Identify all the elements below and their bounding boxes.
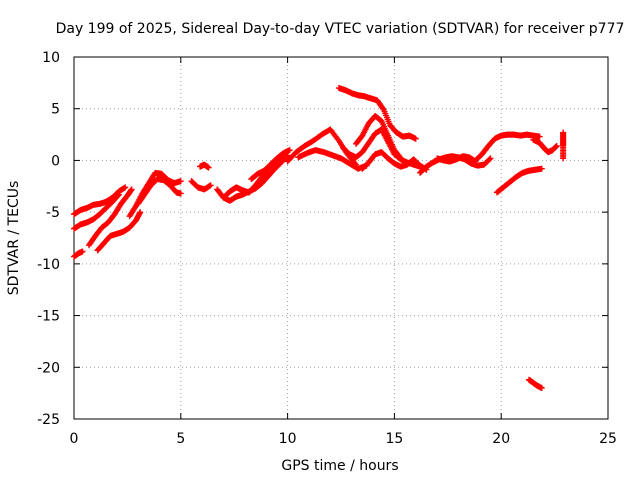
plot-frame bbox=[73, 56, 609, 420]
x-tick-label: 5 bbox=[176, 431, 185, 447]
data-point bbox=[553, 142, 560, 149]
data-point bbox=[286, 147, 293, 154]
y-tick-label: -15 bbox=[37, 309, 60, 325]
y-tick-label: -20 bbox=[37, 360, 60, 376]
x-tick-label: 25 bbox=[599, 431, 617, 447]
y-tick-label: -5 bbox=[46, 205, 60, 221]
data-point-trace bbox=[379, 105, 386, 112]
data-point bbox=[412, 135, 419, 142]
x-axis-label: GPS time / hours bbox=[281, 458, 398, 474]
data-point bbox=[79, 248, 86, 255]
data-points bbox=[71, 85, 567, 391]
data-point bbox=[122, 184, 129, 191]
x-tick-label: 20 bbox=[492, 431, 510, 447]
axis-ticks: 0 5 10 15 20 25 -25 -20 -15 -10 -5 0 5 10 bbox=[37, 50, 617, 447]
data-point bbox=[536, 133, 543, 140]
data-point bbox=[177, 178, 184, 185]
data-point-trace bbox=[115, 192, 122, 199]
x-tick-label: 10 bbox=[279, 431, 297, 447]
data-point bbox=[137, 209, 144, 216]
grid-lines bbox=[74, 57, 608, 419]
y-axis-label: SDTVAR / TECUs bbox=[6, 181, 22, 296]
y-tick-label: 10 bbox=[42, 50, 60, 66]
y-tick-label: -25 bbox=[37, 412, 60, 428]
data-point bbox=[560, 129, 567, 136]
data-point-trace bbox=[486, 156, 493, 163]
x-tick-label: 0 bbox=[70, 431, 79, 447]
data-point-trace bbox=[397, 154, 404, 161]
x-tick-label: 15 bbox=[385, 431, 403, 447]
data-point bbox=[397, 155, 404, 162]
data-point bbox=[205, 164, 212, 171]
data-point bbox=[128, 186, 135, 193]
data-point bbox=[207, 182, 214, 189]
y-tick-label: 5 bbox=[51, 102, 60, 118]
data-point bbox=[538, 165, 545, 172]
data-point bbox=[538, 384, 545, 391]
data-point bbox=[115, 191, 122, 198]
y-tick-label: 0 bbox=[51, 153, 60, 169]
data-point bbox=[177, 190, 184, 197]
chart-title: Day 199 of 2025, Sidereal Day-to-day VTE… bbox=[56, 21, 625, 37]
data-point bbox=[487, 155, 494, 162]
y-tick-label: -10 bbox=[37, 257, 60, 273]
